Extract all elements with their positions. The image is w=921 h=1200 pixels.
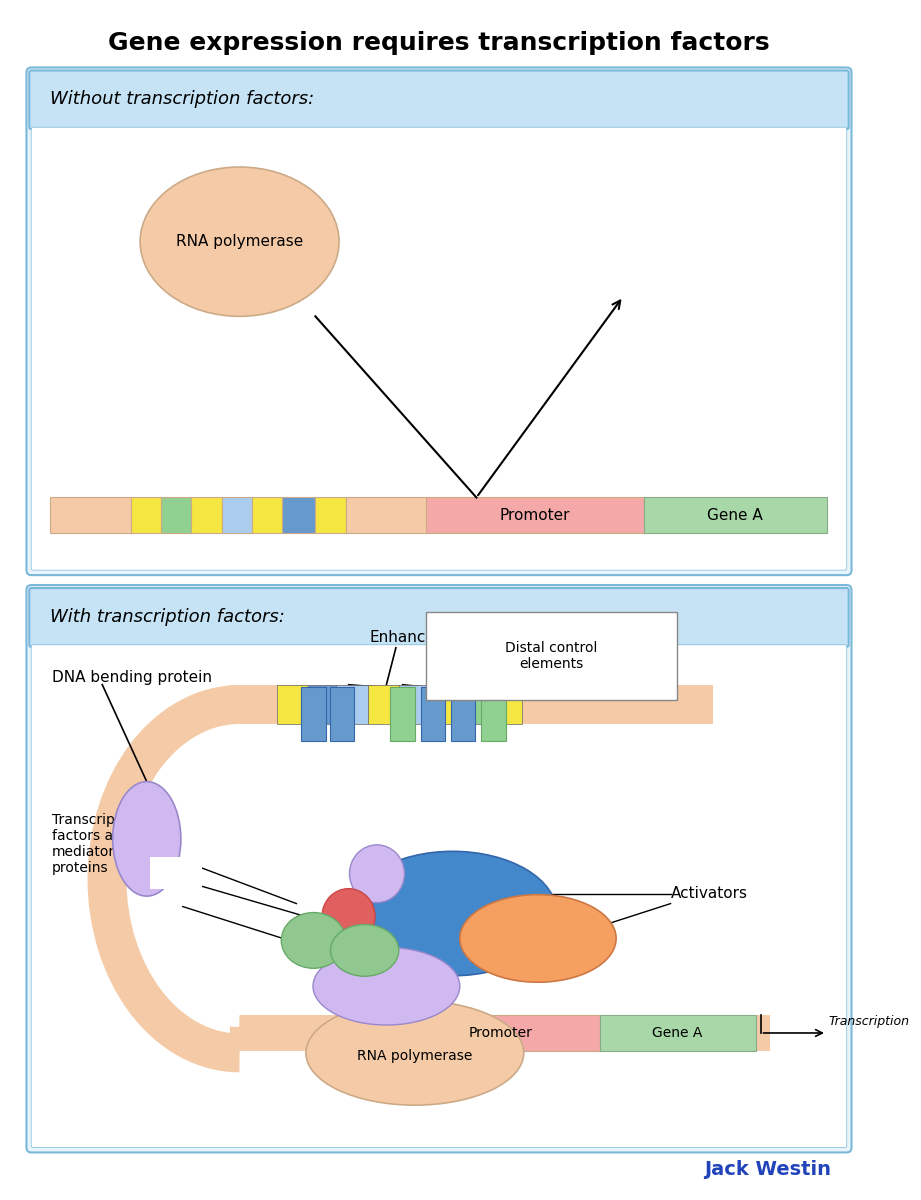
Ellipse shape: [349, 845, 404, 902]
FancyBboxPatch shape: [421, 686, 445, 742]
FancyBboxPatch shape: [29, 71, 848, 130]
Text: Without transcription factors:: Without transcription factors:: [50, 90, 314, 108]
Text: Transcription: Transcription: [829, 1015, 910, 1028]
FancyBboxPatch shape: [27, 67, 852, 575]
Text: DNA bending protein: DNA bending protein: [52, 670, 212, 685]
FancyBboxPatch shape: [401, 1015, 600, 1051]
Ellipse shape: [306, 1001, 524, 1105]
Ellipse shape: [140, 167, 339, 317]
Text: Gene expression requires transcription factors: Gene expression requires transcription f…: [108, 30, 770, 54]
Ellipse shape: [281, 912, 345, 968]
Text: Gene A: Gene A: [707, 508, 763, 523]
FancyBboxPatch shape: [426, 612, 677, 700]
Ellipse shape: [348, 851, 557, 976]
Ellipse shape: [112, 781, 181, 896]
Text: Jack Westin: Jack Westin: [705, 1160, 832, 1178]
FancyBboxPatch shape: [330, 686, 355, 742]
FancyBboxPatch shape: [426, 498, 644, 533]
FancyBboxPatch shape: [368, 685, 399, 725]
FancyBboxPatch shape: [600, 1015, 756, 1051]
FancyBboxPatch shape: [308, 685, 336, 725]
FancyBboxPatch shape: [192, 498, 222, 533]
FancyBboxPatch shape: [301, 686, 326, 742]
Text: Distal control
elements: Distal control elements: [505, 641, 598, 671]
FancyBboxPatch shape: [461, 685, 492, 725]
FancyBboxPatch shape: [149, 857, 202, 889]
Ellipse shape: [322, 889, 375, 944]
FancyBboxPatch shape: [345, 498, 426, 533]
Text: Transcription
factors and
mediator
proteins: Transcription factors and mediator prote…: [52, 812, 142, 875]
Text: RNA polymerase: RNA polymerase: [357, 1049, 472, 1063]
FancyBboxPatch shape: [161, 498, 192, 533]
FancyBboxPatch shape: [450, 686, 475, 742]
FancyBboxPatch shape: [29, 588, 848, 647]
Text: Promoter: Promoter: [468, 1026, 532, 1040]
FancyBboxPatch shape: [315, 498, 345, 533]
FancyBboxPatch shape: [282, 498, 315, 533]
Text: Enhancer: Enhancer: [369, 630, 441, 646]
FancyBboxPatch shape: [50, 498, 131, 533]
Text: RNA polymerase: RNA polymerase: [176, 234, 303, 250]
FancyBboxPatch shape: [391, 686, 414, 742]
FancyBboxPatch shape: [492, 685, 522, 725]
FancyBboxPatch shape: [230, 685, 713, 725]
FancyBboxPatch shape: [644, 498, 827, 533]
FancyBboxPatch shape: [31, 644, 846, 1147]
FancyBboxPatch shape: [27, 586, 852, 1152]
Ellipse shape: [313, 947, 460, 1025]
Text: Gene A: Gene A: [652, 1026, 703, 1040]
Ellipse shape: [331, 924, 399, 977]
Text: With transcription factors:: With transcription factors:: [50, 608, 285, 626]
Ellipse shape: [460, 895, 616, 983]
FancyBboxPatch shape: [277, 685, 308, 725]
FancyBboxPatch shape: [31, 127, 846, 570]
FancyBboxPatch shape: [399, 685, 429, 725]
FancyBboxPatch shape: [429, 685, 461, 725]
FancyBboxPatch shape: [481, 686, 506, 742]
Text: Activators: Activators: [670, 886, 748, 901]
FancyBboxPatch shape: [222, 498, 252, 533]
FancyBboxPatch shape: [230, 1015, 770, 1051]
FancyBboxPatch shape: [252, 498, 282, 533]
Text: Promoter: Promoter: [500, 508, 570, 523]
FancyBboxPatch shape: [336, 685, 368, 725]
FancyBboxPatch shape: [131, 498, 161, 533]
